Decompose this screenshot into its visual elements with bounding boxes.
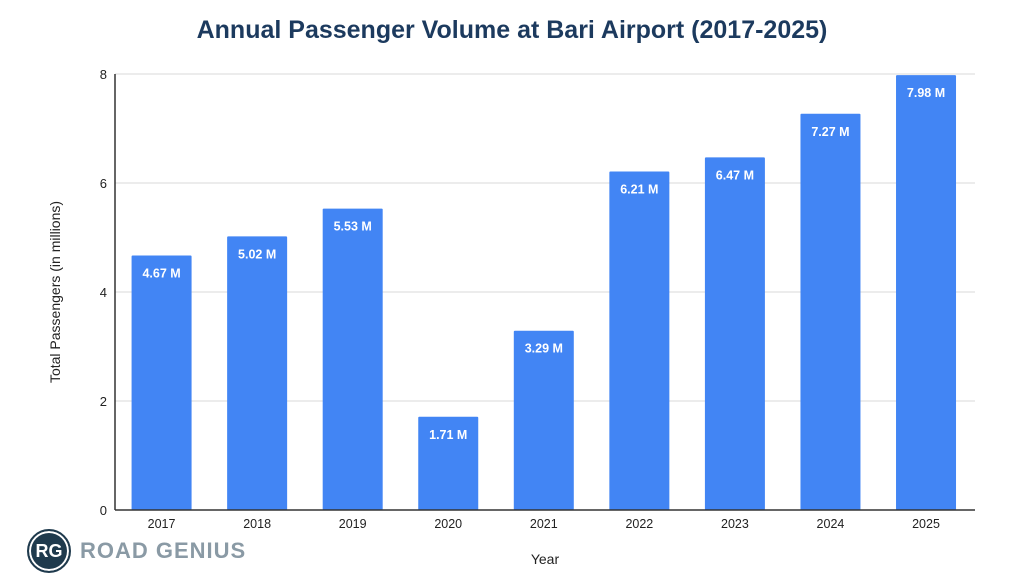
x-tick-label: 2020: [434, 517, 462, 531]
data-label: 7.98 M: [907, 86, 945, 100]
chart-title: Annual Passenger Volume at Bari Airport …: [196, 16, 828, 44]
bar: [322, 208, 383, 511]
bar: [609, 171, 670, 510]
x-tick-label: 2021: [530, 517, 558, 531]
y-tick-label: 0: [100, 503, 107, 518]
data-label: 1.71 M: [429, 428, 467, 442]
bar: [896, 75, 957, 510]
x-tick-label: 2025: [912, 517, 940, 531]
y-tick-label: 4: [100, 285, 107, 300]
logo-text: ROAD GENIUS: [80, 538, 247, 563]
x-tick-label: 2017: [148, 517, 176, 531]
y-tick-label: 8: [100, 67, 107, 82]
bar: [513, 330, 574, 510]
y-tick-label: 2: [100, 394, 107, 409]
y-axis-title: Total Passengers (in millions): [47, 201, 63, 383]
x-axis-title: Year: [531, 551, 560, 567]
logo-badge: RG: [27, 529, 71, 573]
data-label: 5.53 M: [334, 220, 372, 234]
data-label: 4.67 M: [142, 266, 180, 280]
y-tick-label: 6: [100, 176, 107, 191]
bar: [131, 255, 192, 510]
x-tick-label: 2018: [243, 517, 271, 531]
data-label: 5.02 M: [238, 247, 276, 261]
x-tick-label: 2024: [817, 517, 845, 531]
bar: [800, 113, 861, 510]
bar: [418, 416, 479, 510]
x-tick-label: 2023: [721, 517, 749, 531]
bar: [704, 157, 765, 510]
bar: [227, 236, 288, 510]
x-tick-label: 2019: [339, 517, 367, 531]
data-label: 3.29 M: [525, 342, 563, 356]
x-tick-label: 2022: [625, 517, 653, 531]
road-genius-logo: RG ROAD GENIUS: [27, 529, 246, 573]
data-label: 6.47 M: [716, 168, 754, 182]
data-label: 7.27 M: [811, 125, 849, 139]
data-label: 6.21 M: [620, 183, 658, 197]
